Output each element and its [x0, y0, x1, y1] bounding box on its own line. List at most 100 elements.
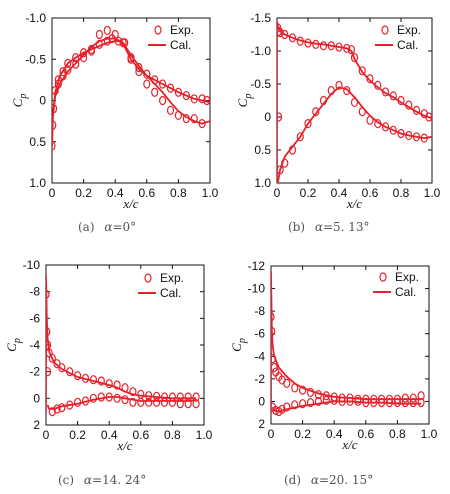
- exp-data-point: [322, 395, 330, 405]
- exp-data-point: [182, 90, 190, 101]
- exp-data-point: [381, 87, 390, 97]
- x-axis-label: x/c: [346, 196, 362, 211]
- x-tick-label: 0: [274, 186, 281, 200]
- exp-data-point: [153, 397, 161, 407]
- exp-data-point: [145, 391, 153, 401]
- exp-data-point: [378, 397, 386, 408]
- exp-data-point: [52, 120, 57, 130]
- y-tick-label: -0.5: [25, 52, 46, 66]
- legend-exp-marker: [381, 25, 389, 35]
- exp-data-point: [66, 367, 74, 377]
- exp-data-point: [319, 41, 328, 51]
- exp-data-point: [381, 122, 390, 132]
- chart-panel-4: 0 0.2 0.4 0.6 0.8 1.0-12-10-8-6-4-202x/cCpExp…: [229, 259, 438, 487]
- exp-data-point: [338, 393, 346, 403]
- chart-panel-2: 0 0.2 0.4 0.6 0.8 1.0 -1.5 -1.0 -0.5 0 0.5 1.0 x/c Cp…: [235, 11, 441, 234]
- exp-data-point: [46, 289, 50, 299]
- cal-series-line: [277, 20, 432, 183]
- exp-data-point: [87, 46, 96, 56]
- exp-data-point: [46, 327, 51, 337]
- exp-data-point: [366, 74, 374, 84]
- exp-data-point: [174, 110, 182, 120]
- x-tick-label: 0: [49, 186, 56, 200]
- y-tick-label: 2: [258, 417, 265, 431]
- exp-data-point: [409, 393, 417, 403]
- exp-data-point: [103, 25, 111, 35]
- y-tick-label: 0: [33, 391, 40, 405]
- x-tick-label: 0.6: [132, 428, 149, 442]
- exp-data-point: [327, 85, 335, 96]
- y-tick-label: 1.0: [29, 176, 46, 190]
- exp-data-point: [370, 394, 378, 404]
- x-tick-label: 0.6: [138, 186, 155, 200]
- exp-data-point: [277, 112, 283, 122]
- exp-data-point: [198, 94, 206, 104]
- exp-data-point: [121, 383, 129, 393]
- data-layer: [52, 25, 210, 151]
- exp-data-point: [338, 396, 346, 407]
- exp-data-point: [151, 87, 159, 97]
- y-tick-label: -1.5: [250, 11, 271, 25]
- exp-data-point: [358, 107, 366, 117]
- legend-cal-label: Cal.: [160, 286, 181, 300]
- exp-data-point: [299, 385, 307, 395]
- y-tick-label: -8: [29, 285, 40, 299]
- x-tick-label: 0.8: [164, 428, 181, 442]
- exp-data-point: [288, 145, 297, 155]
- exp-data-point: [296, 132, 304, 142]
- exp-data-point: [145, 397, 153, 407]
- exp-data-point: [401, 393, 409, 403]
- exp-data-point: [129, 387, 137, 397]
- exp-data-point: [374, 118, 382, 129]
- y-tick-label: -4: [29, 338, 40, 352]
- exp-data-point: [198, 118, 206, 129]
- x-tick-label: 1.0: [202, 186, 219, 200]
- y-tick-label: -2: [29, 365, 40, 379]
- y-tick-label: 1.0: [254, 176, 271, 190]
- legend-exp-label: Exp.: [160, 271, 184, 285]
- exp-data-point: [190, 94, 198, 104]
- y-tick-label: -10: [23, 258, 41, 272]
- exp-data-point: [153, 391, 161, 401]
- exp-data-point: [299, 399, 307, 409]
- legend: Exp.Cal.: [138, 271, 184, 300]
- exp-data-point: [378, 394, 386, 404]
- exp-data-point: [397, 95, 405, 106]
- data-layer: [271, 270, 425, 417]
- exp-data-point: [393, 394, 401, 404]
- exp-data-point: [385, 394, 394, 404]
- y-axis-label: Cp: [229, 338, 248, 352]
- exp-data-point: [160, 397, 169, 407]
- exp-data-point: [358, 66, 366, 76]
- exp-data-point: [143, 69, 151, 79]
- y-axis-label: Cp: [10, 94, 29, 108]
- y-tick-label: 0: [264, 110, 271, 124]
- y-tick-label: -2: [254, 372, 265, 386]
- exp-data-point: [346, 393, 354, 403]
- exp-data-point: [283, 402, 291, 412]
- exp-data-point: [306, 387, 315, 397]
- x-tick-label: 0.6: [357, 427, 374, 441]
- x-tick-label: 0.8: [170, 186, 187, 200]
- exp-data-point: [151, 75, 159, 85]
- exp-data-point: [129, 397, 137, 407]
- y-tick-label: 0: [39, 94, 46, 108]
- exp-data-point: [159, 79, 167, 89]
- exp-data-point: [362, 397, 370, 408]
- cal-series-line: [52, 40, 210, 146]
- x-tick-label: 0.2: [75, 186, 92, 200]
- exp-data-point: [277, 26, 283, 36]
- legend: Exp.Cal.: [148, 23, 194, 52]
- data-layer: [277, 20, 432, 183]
- exp-data-point: [420, 133, 428, 143]
- exp-data-point: [412, 105, 421, 116]
- exp-data-point: [105, 392, 113, 402]
- exp-data-point: [54, 79, 62, 89]
- y-tick-label: 0: [258, 394, 265, 408]
- exp-data-point: [58, 403, 66, 413]
- exp-data-point: [389, 125, 397, 135]
- legend-exp-marker: [379, 272, 387, 282]
- x-tick-label: 1.0: [421, 427, 438, 441]
- y-tick-label: 0.5: [254, 143, 271, 157]
- exp-data-point: [319, 95, 328, 106]
